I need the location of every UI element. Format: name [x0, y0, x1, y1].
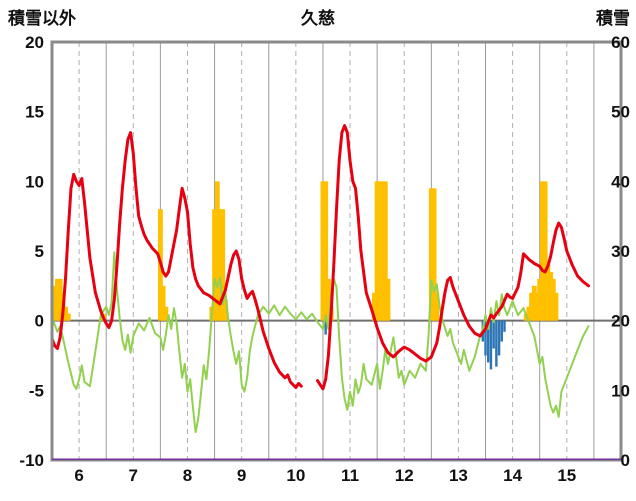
bar — [548, 271, 553, 321]
x-axis-tick-label: 9 — [237, 466, 246, 485]
left-axis-tick-label: -10 — [19, 451, 44, 470]
bar — [434, 292, 440, 321]
right-axis-tick-label: 60 — [611, 33, 630, 52]
bar — [542, 181, 548, 321]
right-axis-tick-label: 20 — [611, 312, 630, 331]
bar — [497, 320, 501, 356]
line-segment — [316, 124, 590, 391]
yellow-bars — [52, 181, 559, 321]
right-axis-tick-label: 50 — [611, 103, 630, 122]
bar — [487, 320, 490, 363]
bar — [531, 285, 537, 321]
bar — [57, 278, 63, 321]
bar — [428, 188, 434, 321]
chart-header: 積雪以外 久慈 積雪 — [0, 4, 636, 30]
bar — [52, 285, 58, 321]
left-axis-tick-label: 10 — [25, 172, 44, 191]
bar — [377, 181, 383, 321]
bar — [374, 181, 380, 321]
x-axis-tick-label: 14 — [503, 466, 522, 485]
chart-title: 久慈 — [301, 9, 335, 28]
bar — [54, 278, 60, 321]
left-axis-tick-label: 20 — [25, 33, 44, 52]
left-axis-title: 積雪以外 — [8, 9, 76, 28]
left-axis-tick-label: 15 — [25, 103, 44, 122]
x-axis-tick-label: 11 — [341, 466, 359, 485]
bar — [380, 181, 386, 321]
bar — [550, 278, 556, 321]
left-axis-tick-label: 5 — [35, 242, 44, 261]
bar — [222, 299, 228, 321]
bar — [503, 320, 506, 332]
bar — [320, 181, 326, 321]
bar — [539, 181, 545, 321]
red-line — [52, 124, 590, 391]
x-axis-tick-label: 10 — [286, 466, 305, 485]
bar — [163, 306, 169, 321]
x-axis-tick-label: 15 — [557, 466, 576, 485]
bar — [160, 285, 166, 321]
left-axis-tick-label: 0 — [35, 312, 44, 331]
bar — [545, 264, 551, 321]
right-axis-tick-label: 10 — [611, 381, 630, 400]
bar — [63, 306, 68, 321]
line-segment — [52, 131, 303, 389]
bar — [385, 278, 391, 321]
bar — [325, 278, 331, 321]
right-axis-title: 積雪 — [596, 9, 630, 28]
bar — [526, 306, 532, 321]
bar — [537, 278, 543, 321]
x-axis-tick-label: 6 — [74, 466, 83, 485]
blue-bars — [324, 320, 506, 370]
bar — [484, 320, 487, 356]
bar — [489, 320, 493, 370]
bar — [534, 292, 540, 321]
bar — [500, 320, 504, 342]
bar — [324, 320, 327, 335]
bar — [553, 292, 559, 321]
bar — [431, 188, 437, 321]
x-axis-tick-label: 7 — [129, 466, 138, 485]
right-axis-tick-label: 30 — [611, 242, 630, 261]
bar — [371, 292, 377, 321]
bar — [382, 181, 388, 321]
plot-background — [52, 42, 621, 460]
right-axis-tick-label: 0 — [621, 451, 630, 470]
bar — [323, 181, 329, 321]
bar — [212, 209, 218, 321]
bar — [220, 209, 226, 321]
right-axis-tick-label: 40 — [611, 172, 630, 191]
bar — [495, 320, 498, 367]
bar — [65, 313, 71, 321]
left-axis-tick-label: -5 — [29, 381, 44, 400]
x-axis-tick-label: 13 — [449, 466, 468, 485]
bar — [214, 181, 220, 321]
bar — [217, 209, 223, 321]
bar — [529, 292, 535, 321]
bar — [492, 320, 495, 349]
x-axis-tick-label: 12 — [395, 466, 414, 485]
x-axis-tick-label: 8 — [183, 466, 192, 485]
